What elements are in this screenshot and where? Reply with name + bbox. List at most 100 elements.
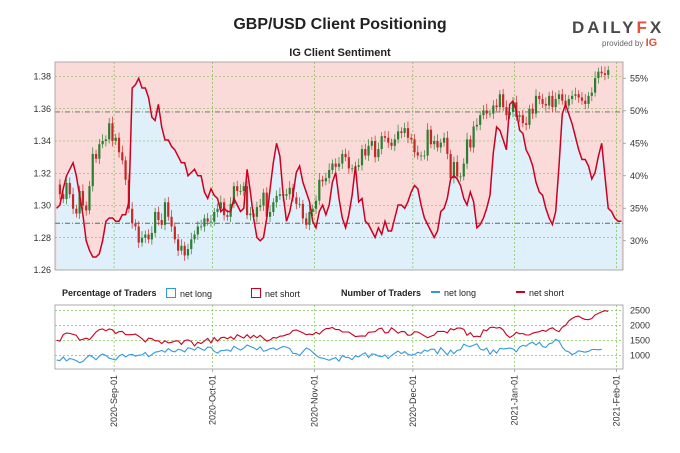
candle-body [216,208,219,212]
legend-num-header: Number of Traders [341,288,421,298]
legend-num-long-label: net long [444,288,477,298]
legend-num-title: Number of Traders [341,288,422,298]
candle-body [206,218,209,222]
candle-body [587,95,590,104]
candle-body [400,131,403,133]
candle-body [426,129,429,156]
candle-body [255,207,259,217]
candle-body [600,71,603,74]
candle-body [137,226,140,243]
legend-num-short-label: net short [529,288,565,298]
y-right-tick-label: 55% [630,73,648,83]
candle-body [81,190,85,206]
candle-body [449,153,452,179]
candle-body [337,163,341,167]
candle-body [544,103,547,106]
candle-body [495,105,498,108]
y-left-tick-label: 1.30 [33,201,51,211]
dailyfx-logo: DAILYFX [572,18,664,38]
candle-body [541,99,544,104]
candle-body [101,141,104,145]
candle-body [245,186,249,216]
candle-body [213,211,216,222]
candle-body [91,153,94,187]
candle-body [239,190,242,192]
candle-body [413,139,416,153]
bottom-plot-frame [54,304,624,370]
x-tick-label: 2020-Dec-01 [408,375,418,427]
legend-num-long: net long [431,288,476,298]
candle-body [439,142,442,148]
long-swatch [166,288,176,298]
candle-body [374,141,377,158]
candle-body [534,95,538,114]
candle-body [62,194,65,200]
candle-body [167,202,170,217]
candle-body [88,186,91,211]
candle-body [472,126,475,148]
candle-body [347,157,350,169]
legend-pct-long-label: net long [180,289,213,299]
candle-body [180,245,183,251]
candle-body [505,107,508,116]
candle-body [462,163,465,177]
candle-body [574,94,577,96]
y-left-tick-label: 1.34 [33,136,51,146]
candle-body [203,218,206,227]
candle-body [78,190,81,214]
y-right-tick-label: 45% [630,138,648,148]
brand-right: X [649,18,665,37]
candle-body [104,139,107,142]
candle-body [518,115,521,117]
main-plot-frame [54,61,624,271]
candle-body [295,197,298,204]
y-right-tick-label: 35% [630,203,648,213]
candle-body [321,179,324,182]
y-right-tick-label: 50% [630,106,648,116]
candle-body [98,144,101,159]
candle-body [603,73,607,75]
candle-body [456,161,459,177]
candle-body [308,211,311,225]
candle-body [452,161,456,179]
candle-body [190,239,193,250]
candle-body [163,202,167,225]
candle-body [488,113,492,115]
provided-by: provided by IG [602,37,657,49]
candle-body [275,195,278,203]
short-line-swatch [516,291,525,293]
candle-body [272,202,275,212]
candle-body [485,110,488,114]
candle-body [331,163,334,171]
y-bottom-tick-label: 1000 [630,350,650,360]
candle-body [561,94,564,101]
candle-body [597,71,600,79]
candle-body [403,128,406,133]
candle-body [318,179,321,201]
candle-body [301,203,304,219]
candle-body [551,95,554,108]
chart-subtitle: IG Client Sentiment [289,47,391,59]
candle-body [584,100,587,104]
candle-body [393,139,396,146]
candle-body [406,128,410,138]
long-line-swatch [431,291,440,293]
candle-body [177,239,180,251]
candle-body [305,218,308,225]
candle-body [525,123,528,125]
y-right-tick-label: 40% [630,171,648,181]
x-tick-label: 2021-Jan-01 [510,375,520,426]
candle-body [593,78,597,93]
candle-body [226,215,229,217]
candle-body [341,153,344,164]
candle-body [511,102,515,112]
candle-body [298,203,301,205]
candle-body [364,149,367,156]
candle-body [590,92,593,96]
candle-body [262,192,265,206]
legend-num-short: net short [516,288,564,298]
candle-body [334,163,337,167]
candle-body [278,194,282,196]
candle-body [580,97,584,101]
candle-body [314,200,318,209]
